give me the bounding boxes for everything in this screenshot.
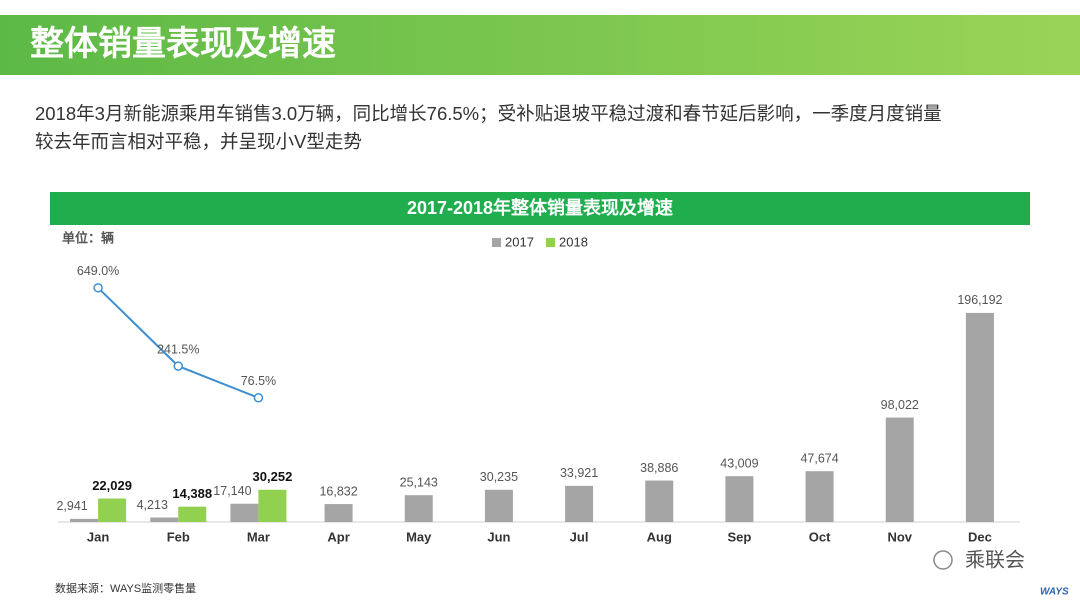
header-band <box>0 15 1080 75</box>
growth-label: 76.5% <box>241 374 276 388</box>
x-tick-label: Sep <box>727 529 751 544</box>
bar <box>565 485 594 522</box>
x-tick-label: Aug <box>647 529 672 544</box>
value-label: 17,140 <box>213 484 251 498</box>
x-tick-label: Jan <box>87 529 109 544</box>
x-tick-label: Apr <box>327 529 349 544</box>
watermark: 乘联会 <box>965 548 1025 571</box>
logo: WAYS <box>1040 587 1069 598</box>
value-label: 30,252 <box>253 469 293 484</box>
growth-point <box>253 393 264 403</box>
x-tick-label: Oct <box>809 529 831 544</box>
bar <box>98 498 127 522</box>
source-note: 数据来源：WAYS监测零售量 <box>55 581 196 595</box>
bar <box>805 471 834 522</box>
legend-swatch <box>492 238 501 247</box>
header-title: 整体销量表现及增速 <box>30 25 336 63</box>
bar <box>885 417 914 522</box>
bar <box>484 489 513 522</box>
x-tick-label: Dec <box>968 529 992 544</box>
bar <box>258 489 287 522</box>
watermark-icon <box>933 550 953 570</box>
value-label: 33,921 <box>560 466 598 480</box>
bar <box>150 517 179 522</box>
x-tick-label: Jul <box>570 529 589 544</box>
unit-label: 单位：辆 <box>62 230 114 245</box>
value-label: 98,022 <box>881 398 919 412</box>
x-tick-label: May <box>406 529 432 544</box>
x-tick-label: Mar <box>247 529 270 544</box>
value-label: 4,213 <box>137 498 168 512</box>
value-label: 30,235 <box>480 470 518 484</box>
bar <box>404 495 433 522</box>
value-label: 2,941 <box>56 499 87 513</box>
value-label: 25,143 <box>400 476 438 490</box>
bar <box>645 480 674 522</box>
description-line: 较去年而言相对平稳，并呈现小V型走势 <box>35 131 362 152</box>
bar <box>70 518 99 522</box>
bar <box>965 312 994 522</box>
chart-title: 2017-2018年整体销量表现及增速 <box>407 197 673 218</box>
legend-label: 2018 <box>559 234 588 249</box>
value-label: 38,886 <box>640 461 678 475</box>
growth-label: 649.0% <box>77 264 119 278</box>
legend-label: 2017 <box>505 234 534 249</box>
x-tick-label: Jun <box>487 529 510 544</box>
chart-title-band <box>50 192 1030 225</box>
value-label: 196,192 <box>957 293 1002 307</box>
growth-point <box>93 283 103 293</box>
bar <box>324 504 353 522</box>
value-label: 16,832 <box>319 484 357 498</box>
bar <box>725 476 754 522</box>
description-line: 2018年3月新能源乘用车销售3.0万辆，同比增长76.5%；受补贴退坡平稳过渡… <box>35 103 942 124</box>
growth-label: 241.5% <box>157 342 199 356</box>
value-label: 22,029 <box>92 478 132 493</box>
value-label: 43,009 <box>720 456 758 470</box>
bar <box>230 503 259 522</box>
x-tick-label: Nov <box>887 529 912 544</box>
value-label: 14,388 <box>172 486 212 501</box>
growth-point <box>173 361 183 371</box>
value-label: 47,674 <box>800 451 838 465</box>
plot: 2017 2018 Jan 2,941 22,029 Feb 4,213 14,388 Mar 1… <box>56 234 1002 544</box>
legend-swatch <box>546 238 555 247</box>
x-tick-label: Feb <box>167 529 190 544</box>
bar <box>178 506 207 522</box>
